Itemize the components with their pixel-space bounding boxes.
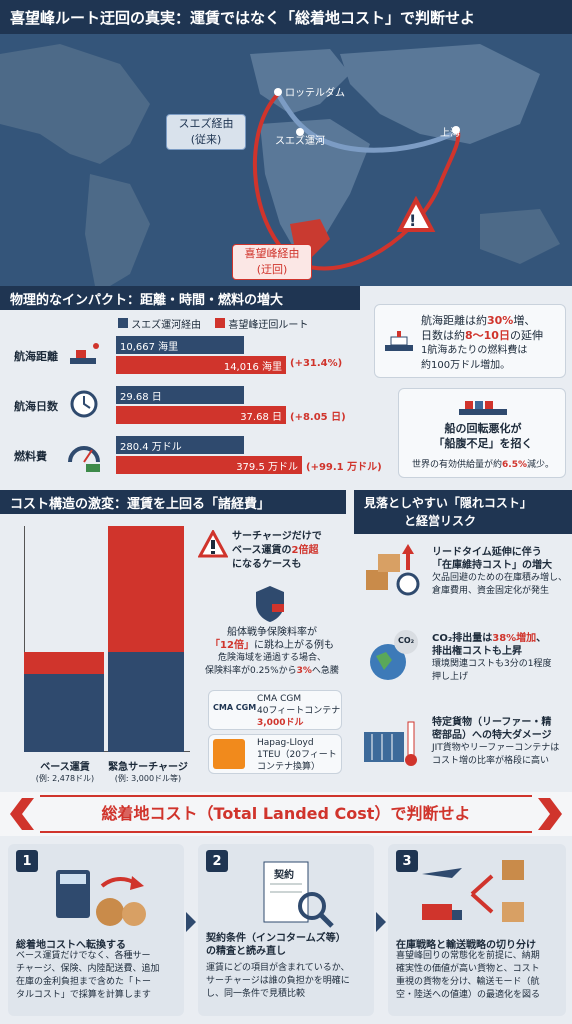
- route-map: ロッテルダム スエズ経由 (従来) スエズ運河 上海 喜望峰経由 (迂回) !: [0, 34, 572, 286]
- ship-icon: [64, 336, 104, 376]
- page-title: 喜望峰ルート迂回の真実：運賃ではなく「総着地コスト」で判断せよ: [0, 0, 572, 34]
- step-1-card: 1 総着地コストへ転換する ベース運賃だけでなく、各種サー チャージ、保険、内陸…: [8, 844, 184, 1016]
- tlc-title: 総着地コスト（Total Landed Cost）で判断せよ: [101, 804, 471, 823]
- arrow-right-icon: [376, 912, 386, 932]
- bar-days-suez: 29.68 日: [116, 386, 244, 404]
- hapag-lloyd-logo: [213, 739, 245, 769]
- bar-distance-suez: 10,667 海里: [116, 336, 244, 354]
- warning-triangle-icon: [197, 528, 229, 560]
- bar-surge-base: [108, 652, 184, 752]
- base-label: ベース運賃: [40, 762, 90, 773]
- cape-callout: 喜望峰経由 (迂回): [232, 244, 312, 280]
- bar-base-fare: [24, 674, 104, 752]
- legend-cape: 喜望峰迂回ルート: [215, 316, 308, 331]
- bar-days-cape: 37.68 日: [116, 406, 286, 424]
- impact-header: 物理的なインパクト：距離・時間・燃料の増大: [0, 286, 360, 310]
- tlc-banner: 総着地コスト（Total Landed Cost）で判断せよ: [0, 792, 572, 836]
- co2-globe-icon: CO₂: [362, 626, 424, 686]
- surge-label: 緊急サーチャージ: [108, 762, 188, 773]
- fuel-diff: (+99.1 万ドル): [306, 462, 382, 473]
- bar-surge-charge: [108, 526, 184, 652]
- legend-suez: スエズ運河経由: [118, 316, 201, 331]
- bar-distance-cape: 14,016 海里: [116, 356, 286, 374]
- row-label-fuel: 燃料費: [14, 450, 47, 463]
- step-2-number: 2: [206, 850, 228, 872]
- fuel-gauge-icon: [64, 436, 104, 476]
- rotterdam-label: ロッテルダム: [285, 88, 345, 99]
- shanghai-label: 上海: [440, 128, 460, 139]
- transport-mode-icon: [412, 854, 542, 934]
- cma-cgm-card: CMA CGM CMA CGM 40フィートコンテナ 3,000ドル: [208, 690, 342, 730]
- suez-callout: スエズ経由 (従来): [166, 114, 246, 150]
- cost-header: コスト構造の激変：運賃を上回る「諸経費」: [0, 490, 346, 514]
- impact-note-distance: 航海距離は約30%増、 日数は約8〜10日の延伸 1航海あたりの燃料費は 約10…: [374, 304, 566, 378]
- row-label-distance: 航海距離: [14, 350, 58, 363]
- container-ship-icon: [455, 393, 511, 417]
- step-3-number: 3: [396, 850, 418, 872]
- surge-sub: (例: 3,000ドル等): [114, 774, 182, 783]
- inventory-boxes-icon: [362, 540, 424, 600]
- base-sub: (例: 2,478ドル): [35, 774, 95, 783]
- shield-icon: [252, 584, 288, 624]
- bar-base-surcharge: [24, 652, 104, 674]
- step-1-number: 1: [16, 850, 38, 872]
- reefer-container-icon: [362, 712, 424, 772]
- row-label-days: 航海日数: [14, 400, 58, 413]
- contract-magnifier-icon: 契約: [258, 858, 338, 932]
- clock-icon: [64, 386, 104, 426]
- cma-cgm-logo: CMA CGM: [213, 703, 257, 712]
- calculator-money-icon: [52, 864, 152, 930]
- days-diff: (+8.05 日): [290, 412, 346, 423]
- distance-diff: (+31.4%): [290, 358, 343, 369]
- hapag-lloyd-card: Hapag-Lloyd 1TEU（20フィート コンテナ換算）: [208, 734, 342, 774]
- hidden-header: 見落としやすい「隠れコスト」 と経営リスク: [354, 490, 572, 534]
- cruise-ship-icon: [381, 325, 417, 361]
- bar-fuel-cape: 379.5 万ドル: [116, 456, 302, 474]
- step-2-card: 2 契約 契約条件（インコタームズ等） の精査と読み直し 運賃にどの項目が含まれ…: [198, 844, 374, 1016]
- world-map-graphic: [0, 34, 572, 286]
- impact-legend: スエズ運河経由 喜望峰迂回ルート: [118, 316, 308, 331]
- suez-canal-label: スエズ運河: [275, 136, 325, 147]
- cost-chart: [24, 526, 190, 752]
- warning-icon: !: [409, 211, 417, 230]
- step-3-card: 3 在庫戦略と輸送戦略の切り分け 喜望峰回りの常態化を前提に、納期 確実性の価値…: [388, 844, 566, 1016]
- arrow-right-icon: [186, 912, 196, 932]
- impact-note-capacity: 船の回転悪化が 「船腹不足」を招く 世界の有効供給量が約6.5%減少。: [398, 388, 566, 478]
- bar-fuel-suez: 280.4 万ドル: [116, 436, 244, 454]
